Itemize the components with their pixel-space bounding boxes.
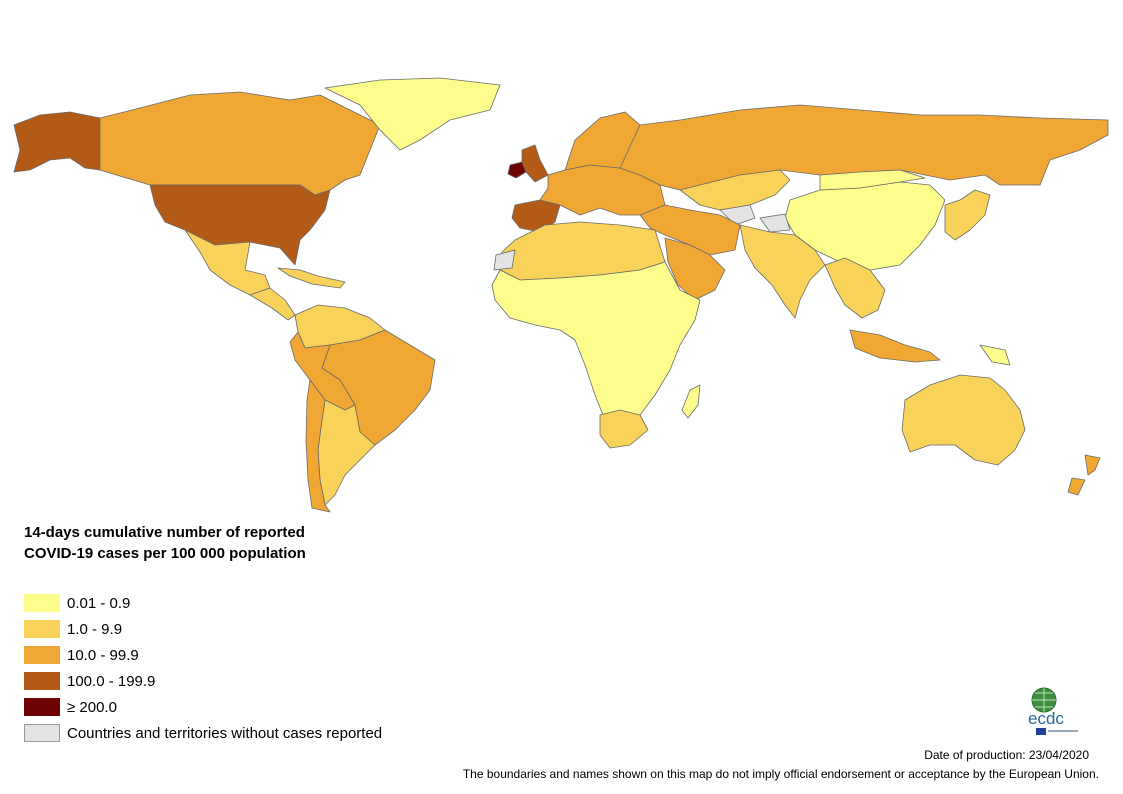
- region-australia: [901, 374, 1026, 466]
- region-southeast-asia: [824, 257, 886, 319]
- region-new-zealand: [1067, 454, 1101, 496]
- legend-label: 0.01 - 0.9: [67, 594, 131, 612]
- region-south-africa: [599, 409, 649, 449]
- region-ireland: [507, 161, 527, 179]
- region-indonesia: [849, 329, 941, 363]
- legend-swatch: [24, 724, 60, 742]
- region-arabia: [664, 237, 726, 301]
- ecdc-globe-logo: ecdc: [1028, 687, 1078, 735]
- legend-label: 10.0 - 99.9: [67, 646, 139, 664]
- legend-swatch: [24, 672, 60, 690]
- region-caribbean: [277, 267, 346, 289]
- legend-item: ≥ 200.0: [24, 694, 382, 720]
- disclaimer: The boundaries and names shown on this m…: [462, 767, 1099, 781]
- region-mongolia: [819, 169, 926, 191]
- region-png: [979, 344, 1011, 366]
- region-uk: [521, 144, 549, 183]
- legend-item: 100.0 - 199.9: [24, 668, 382, 694]
- legend-item: 10.0 - 99.9: [24, 642, 382, 668]
- region-alaska: [13, 111, 101, 173]
- world-choropleth-map: [13, 77, 1109, 513]
- region-west-sahara-no-cases: [493, 249, 516, 271]
- region-middle-east: [639, 204, 741, 256]
- legend-label: 100.0 - 199.9: [67, 672, 156, 690]
- region-japan-korea: [944, 189, 991, 241]
- region-central-america: [249, 287, 296, 321]
- region-madagascar: [681, 384, 701, 419]
- legend-label: ≥ 200.0: [67, 698, 117, 716]
- legend-title: 14-days cumulative number of reported CO…: [24, 524, 306, 562]
- region-canada: [99, 91, 381, 196]
- region-india: [739, 224, 826, 319]
- logo-text: ecdc: [1028, 709, 1064, 728]
- region-usa: [149, 184, 331, 266]
- legend-swatch: [24, 646, 60, 664]
- region-chile: [305, 379, 331, 513]
- legend-item: Countries and territories without cases …: [24, 720, 382, 746]
- legend-swatch: [24, 698, 60, 716]
- legend-label: 1.0 - 9.9: [67, 620, 123, 638]
- legend-item: 1.0 - 9.9: [24, 616, 382, 642]
- legend: 0.01 - 0.9 1.0 - 9.9 10.0 - 99.9 100.0 -…: [24, 590, 382, 746]
- production-date: Date of production: 23/04/2020: [924, 748, 1089, 762]
- legend-swatch: [24, 620, 60, 638]
- legend-item: 0.01 - 0.9: [24, 590, 382, 616]
- legend-label: Countries and territories without cases …: [67, 724, 383, 742]
- region-greenland: [324, 77, 501, 151]
- region-kazakhstan: [679, 169, 791, 211]
- region-africa: [491, 261, 701, 431]
- legend-swatch: [24, 594, 60, 612]
